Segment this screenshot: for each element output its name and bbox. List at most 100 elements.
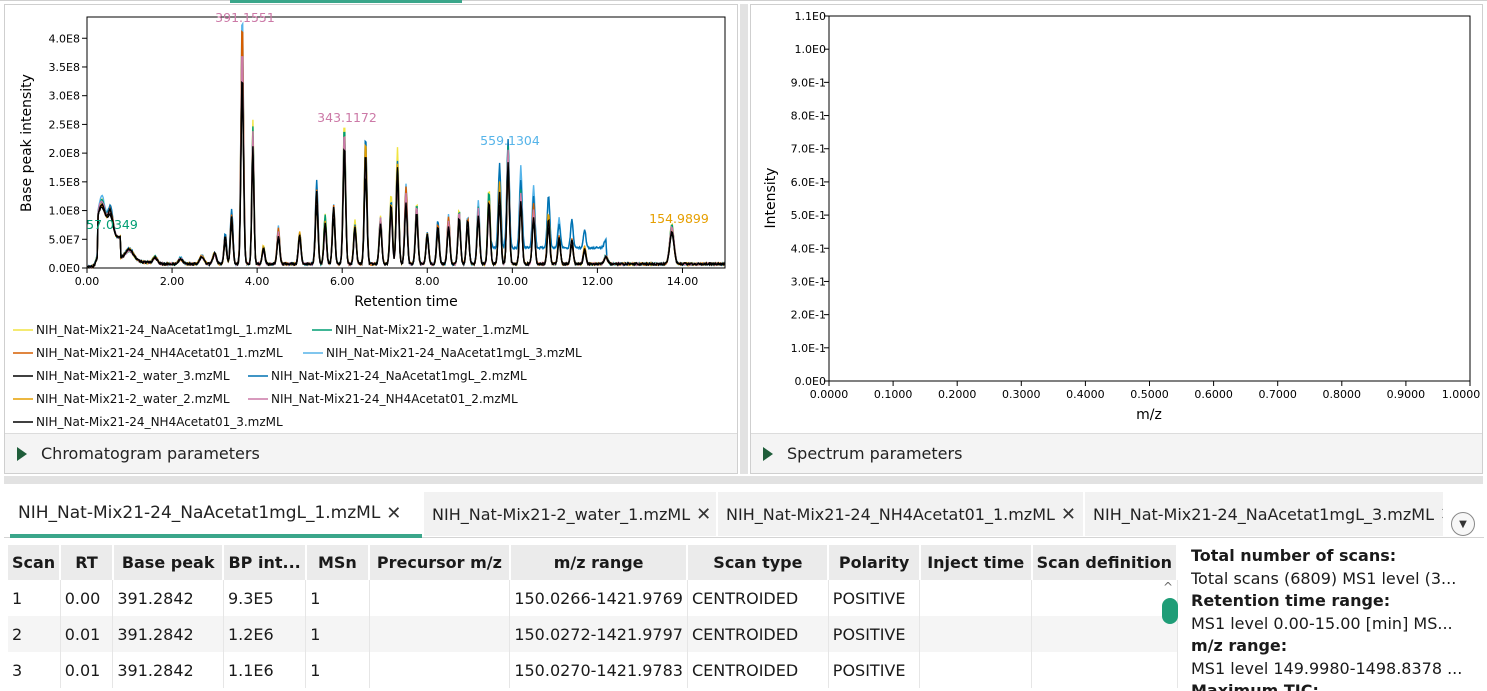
chevron-down-icon: ▼ bbox=[1459, 518, 1467, 530]
tab-label: NIH_Nat-Mix21-2_water_1.mzML bbox=[432, 504, 691, 524]
table-row[interactable]: 1 0.00 391.2842 9.3E5 1 150.0266-1421.97… bbox=[8, 580, 1178, 616]
col-header-polarity[interactable]: Polarity bbox=[828, 545, 921, 580]
legend-label: NIH_Nat-Mix21-24_NaAcetat1mgL_3.mzML bbox=[326, 346, 582, 360]
chromatogram-plot[interactable]: 0.0E0 5.0E7 1.0E8 1.5E8 2.0E8 2.5E8 3.0E8 3.5E8… bbox=[5, 5, 737, 433]
x-tick-label: 0.9000 bbox=[1387, 388, 1426, 401]
peak-annotation: 391.1551 bbox=[215, 10, 275, 25]
legend-item[interactable]: NIH_Nat-Mix21-2_water_1.mzML bbox=[312, 323, 529, 337]
chromatogram-trace bbox=[87, 96, 725, 269]
tab-label: NIH_Nat-Mix21-24_NaAcetat1mgL_1.mzML bbox=[18, 503, 381, 523]
tab-list-dropdown-button[interactable]: ▼ bbox=[1451, 512, 1475, 536]
peak-annotation: 559.1304 bbox=[480, 133, 540, 148]
cell-inject-time bbox=[919, 580, 1033, 616]
expand-triangle-icon bbox=[17, 446, 27, 461]
col-header-precursor-mz[interactable]: Precursor m/z bbox=[369, 545, 511, 580]
spectrum-pane: 0.0E0 1.0E-1 2.0E-1 3.0E-1 4.0E-1 5.0E-1 6.0E-… bbox=[750, 4, 1483, 474]
legend-item[interactable]: NIH_Nat-Mix21-24_NH4Acetat01_1.mzML bbox=[13, 346, 283, 360]
close-icon[interactable]: ✕ bbox=[696, 503, 712, 525]
cell-polarity: POSITIVE bbox=[828, 652, 921, 688]
col-header-bp-intensity[interactable]: BP int... bbox=[223, 545, 307, 580]
cell-base-peak: 391.2842 bbox=[112, 580, 224, 616]
vertical-splitter[interactable] bbox=[740, 4, 748, 474]
y-tick-label: 3.0E8 bbox=[49, 90, 80, 103]
spectrum-xlabel: m/z bbox=[1136, 407, 1162, 423]
col-header-msn[interactable]: MSn bbox=[305, 545, 371, 580]
col-header-scan[interactable]: Scan bbox=[8, 545, 62, 580]
cell-scan-definition bbox=[1031, 580, 1178, 616]
legend-item[interactable]: NIH_Nat-Mix21-24_NaAcetat1mgL_2.mzML bbox=[248, 369, 527, 383]
tab-label: NIH_Nat-Mix21-24_NH4Acetat01_1.mzML bbox=[726, 504, 1055, 524]
expand-triangle-icon bbox=[763, 446, 773, 461]
cell-mz-range: 150.0266-1421.9769 bbox=[509, 580, 688, 616]
x-tick-label: 0.0000 bbox=[810, 388, 849, 401]
chromatogram-plot-frame bbox=[86, 16, 726, 269]
col-header-mz-range[interactable]: m/z range bbox=[509, 545, 689, 580]
legend-item[interactable]: NIH_Nat-Mix21-24_NH4Acetat01_3.mzML bbox=[13, 415, 283, 429]
legend-item[interactable]: NIH_Nat-Mix21-24_NH4Acetat01_2.mzML bbox=[248, 392, 518, 406]
cell-rt: 0.01 bbox=[60, 616, 114, 652]
col-header-rt[interactable]: RT bbox=[60, 545, 114, 580]
y-tick-label: 3.5E8 bbox=[49, 61, 80, 74]
x-tick-label: 0.3000 bbox=[1002, 388, 1041, 401]
tab-file-2[interactable]: NIH_Nat-Mix21-2_water_1.mzML ✕ bbox=[424, 492, 716, 536]
cell-bp-int: 1.1E6 bbox=[223, 652, 307, 688]
spectrum-ylabel: Intensity bbox=[763, 168, 779, 229]
legend-item[interactable]: NIH_Nat-Mix21-24_NaAcetat1mgL_1.mzML bbox=[13, 323, 292, 337]
spectrum-parameters-toggle[interactable]: Spectrum parameters bbox=[751, 433, 1482, 473]
peak-annotation: 343.1172 bbox=[317, 110, 377, 125]
close-icon[interactable]: ✕ bbox=[1060, 503, 1077, 525]
cell-scan: 2 bbox=[8, 616, 61, 652]
col-header-inject-time[interactable]: Inject time bbox=[919, 545, 1033, 580]
y-tick-label: 4.0E8 bbox=[49, 32, 80, 45]
mz-range-heading: m/z range: bbox=[1191, 636, 1288, 655]
cell-polarity: POSITIVE bbox=[828, 580, 921, 616]
rt-range-heading: Retention time range: bbox=[1191, 591, 1391, 610]
y-tick-label: 3.0E-1 bbox=[791, 275, 826, 288]
legend-label: NIH_Nat-Mix21-24_NH4Acetat01_3.mzML bbox=[36, 415, 283, 429]
table-row[interactable]: 2 0.01 391.2842 1.2E6 1 150.0272-1421.97… bbox=[8, 616, 1178, 652]
chromatogram-xlabel: Retention time bbox=[354, 294, 458, 310]
scan-table: Scan RT Base peak BP int... MSn Precurso… bbox=[8, 545, 1178, 691]
chromatogram-pane: 0.0E0 5.0E7 1.0E8 1.5E8 2.0E8 2.5E8 3.0E8 3.5E8… bbox=[4, 4, 738, 474]
cell-precursor bbox=[369, 616, 511, 652]
cell-inject-time bbox=[919, 652, 1033, 688]
y-tick-label: 1.0E0 bbox=[795, 43, 826, 56]
legend-item[interactable]: NIH_Nat-Mix21-24_NaAcetat1mgL_3.mzML bbox=[303, 346, 582, 360]
table-header-row: Scan RT Base peak BP int... MSn Precurso… bbox=[8, 545, 1178, 580]
spectrum-plot[interactable]: 0.0E0 1.0E-1 2.0E-1 3.0E-1 4.0E-1 5.0E-1 6.0E-… bbox=[751, 5, 1482, 433]
col-header-scan-definition[interactable]: Scan definition bbox=[1031, 545, 1178, 580]
spectrum-parameters-label: Spectrum parameters bbox=[787, 444, 963, 463]
chromatogram-trace bbox=[87, 49, 725, 269]
tab-file-4[interactable]: NIH_Nat-Mix21-24_NaAcetat1mgL_3.mzML ✕ bbox=[1085, 492, 1443, 536]
total-scans-heading: Total number of scans: bbox=[1191, 546, 1397, 565]
tab-label: NIH_Nat-Mix21-24_NaAcetat1mgL_3.mzML bbox=[1093, 504, 1434, 524]
cell-scan-type: CENTROIDED bbox=[687, 652, 829, 688]
legend-label: NIH_Nat-Mix21-24_NH4Acetat01_2.mzML bbox=[271, 392, 518, 406]
legend-item[interactable]: NIH_Nat-Mix21-2_water_2.mzML bbox=[13, 392, 230, 406]
legend-item[interactable]: NIH_Nat-Mix21-2_water_3.mzML bbox=[13, 369, 230, 383]
x-tick-label: 6.00 bbox=[330, 275, 355, 288]
tab-file-1[interactable]: NIH_Nat-Mix21-24_NaAcetat1mgL_1.mzML ✕ bbox=[10, 492, 422, 538]
cell-base-peak: 391.2842 bbox=[112, 652, 224, 688]
legend-label: NIH_Nat-Mix21-24_NaAcetat1mgL_1.mzML bbox=[36, 323, 292, 337]
x-tick-label: 0.5000 bbox=[1130, 388, 1169, 401]
x-tick-label: 4.00 bbox=[245, 275, 270, 288]
cell-msn: 1 bbox=[305, 580, 370, 616]
cell-msn: 1 bbox=[305, 616, 370, 652]
y-tick-label: 5.0E-1 bbox=[791, 209, 826, 222]
horizontal-splitter[interactable] bbox=[4, 476, 1483, 484]
chromatogram-trace bbox=[87, 80, 725, 269]
col-header-scan-type[interactable]: Scan type bbox=[687, 545, 830, 580]
close-icon[interactable]: ✕ bbox=[386, 502, 402, 524]
close-icon[interactable]: ✕ bbox=[1440, 504, 1443, 525]
y-tick-label: 2.0E8 bbox=[49, 147, 80, 160]
table-row[interactable]: 3 0.01 391.2842 1.1E6 1 150.0270-1421.97… bbox=[8, 652, 1178, 688]
cell-scan-type: CENTROIDED bbox=[687, 616, 829, 652]
table-scrollbar-thumb[interactable] bbox=[1162, 598, 1178, 624]
cell-rt: 0.01 bbox=[60, 652, 114, 688]
col-header-base-peak[interactable]: Base peak bbox=[112, 545, 225, 580]
chromatogram-parameters-toggle[interactable]: Chromatogram parameters bbox=[5, 433, 737, 473]
tab-file-3[interactable]: NIH_Nat-Mix21-24_NH4Acetat01_1.mzML ✕ bbox=[718, 492, 1083, 536]
scroll-up-arrow-icon[interactable]: ^ bbox=[1163, 580, 1174, 594]
x-tick-label: 2.00 bbox=[160, 275, 185, 288]
